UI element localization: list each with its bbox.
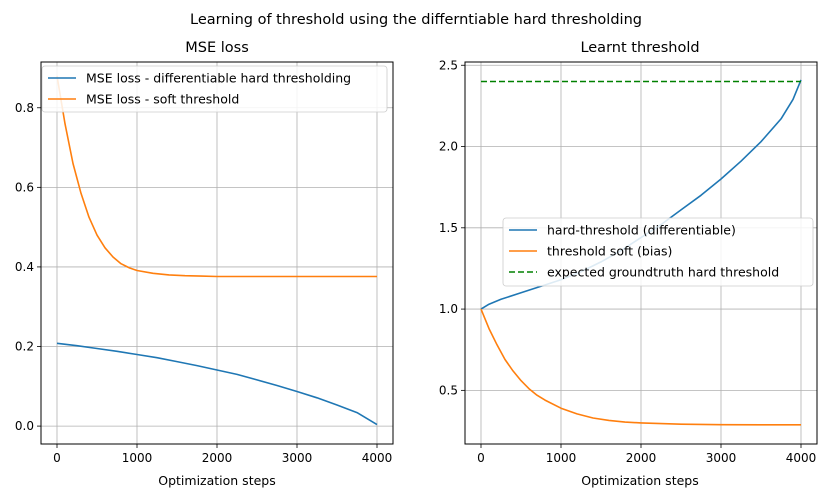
threshold-x-tick-label: 3000 [706,451,737,465]
mse-x-tick-label: 3000 [282,451,313,465]
mse-y-tick-label: 0.4 [15,260,34,274]
mse-legend-label-1: MSE loss - differentiable hard threshold… [86,71,351,86]
mse-y-tick-label: 0.0 [15,419,34,433]
mse-x-tick-label: 0 [53,451,61,465]
threshold-y-tick-label: 1.5 [439,221,458,235]
panel-learnt-threshold-title: Learnt threshold [580,40,699,56]
mse-series [56,75,378,426]
threshold-legend-label-1: hard-threshold (differentiable) [547,223,736,238]
mse-legend: MSE loss - differentiable hard threshold… [41,65,388,113]
threshold-ticks: 0 1000 2000 3000 4000 0.5 1.0 1.5 2.0 2.5 [439,58,816,465]
threshold-y-tick-label: 0.5 [439,383,458,397]
mse-y-tick-label: 0.8 [15,101,34,115]
threshold-x-tick-label: 4000 [786,451,817,465]
mse-x-tick-label: 4000 [362,451,393,465]
threshold-x-tick-label: 2000 [626,451,657,465]
threshold-x-tick-label: 1000 [546,451,577,465]
mse-legend-label-2: MSE loss - soft threshold [86,92,239,107]
threshold-y-tick-label: 2.0 [439,140,458,154]
threshold-y-tick-label: 1.0 [439,302,458,316]
threshold-x-axis-label: Optimization steps [581,473,699,488]
threshold-x-tick-label: 0 [477,451,485,465]
mse-y-tick-label: 0.6 [15,180,34,194]
threshold-legend-label-2: threshold soft (bias) [547,244,672,259]
panel-mse-loss: MSE loss 0 1000 2000 3000 4000 0.0 0.2 0.4 0.6 0.… [15,40,394,488]
figure-suptitle: Learning of threshold using the differnt… [190,12,642,28]
mse-x-tick-label: 1000 [122,451,153,465]
mse-x-tick-label: 2000 [202,451,233,465]
mse-legend-box [41,65,388,113]
mse-y-tick-label: 0.2 [15,340,34,354]
mse-series-line-2 [56,75,377,278]
threshold-legend: hard-threshold (differentiable) threshold… [502,217,814,287]
panel-mse-loss-title: MSE loss [185,40,249,56]
threshold-legend-label-3: expected groundtruth hard threshold [547,265,779,280]
mse-series-line-1 [56,342,378,426]
mse-grid [41,62,393,444]
threshold-legend-box [502,217,814,287]
mse-ticks: 0 1000 2000 3000 4000 0.0 0.2 0.4 0.6 0.8 [15,101,392,465]
panel-learnt-threshold: Learnt threshold 0 1000 2000 3000 4000 0.5 1.0… [439,40,818,488]
threshold-y-tick-label: 2.5 [439,58,458,72]
mse-x-axis-label: Optimization steps [158,473,276,488]
threshold-series-line-2 [480,308,801,426]
